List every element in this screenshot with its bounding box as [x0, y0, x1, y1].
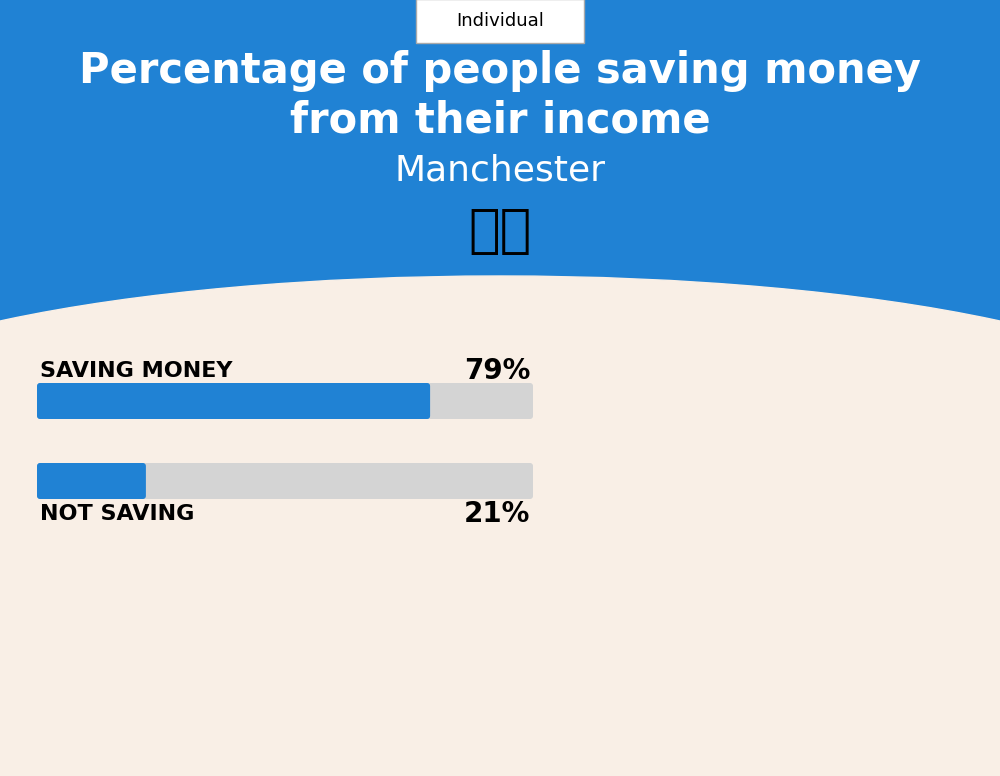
Text: SAVING MONEY: SAVING MONEY: [40, 361, 232, 381]
Text: Percentage of people saving money: Percentage of people saving money: [79, 50, 921, 92]
Text: 21%: 21%: [464, 500, 530, 528]
Text: Manchester: Manchester: [394, 154, 606, 188]
Text: NOT SAVING: NOT SAVING: [40, 504, 194, 524]
Text: Individual: Individual: [456, 12, 544, 30]
FancyBboxPatch shape: [37, 463, 146, 499]
Text: from their income: from their income: [290, 100, 710, 142]
FancyBboxPatch shape: [37, 383, 533, 419]
Text: 🇬🇧: 🇬🇧: [468, 205, 532, 257]
FancyBboxPatch shape: [37, 463, 533, 499]
FancyBboxPatch shape: [37, 383, 430, 419]
Ellipse shape: [0, 196, 1000, 516]
FancyBboxPatch shape: [416, 0, 584, 43]
Ellipse shape: [0, 276, 1000, 576]
Text: 79%: 79%: [464, 357, 530, 385]
FancyBboxPatch shape: [0, 0, 1000, 356]
